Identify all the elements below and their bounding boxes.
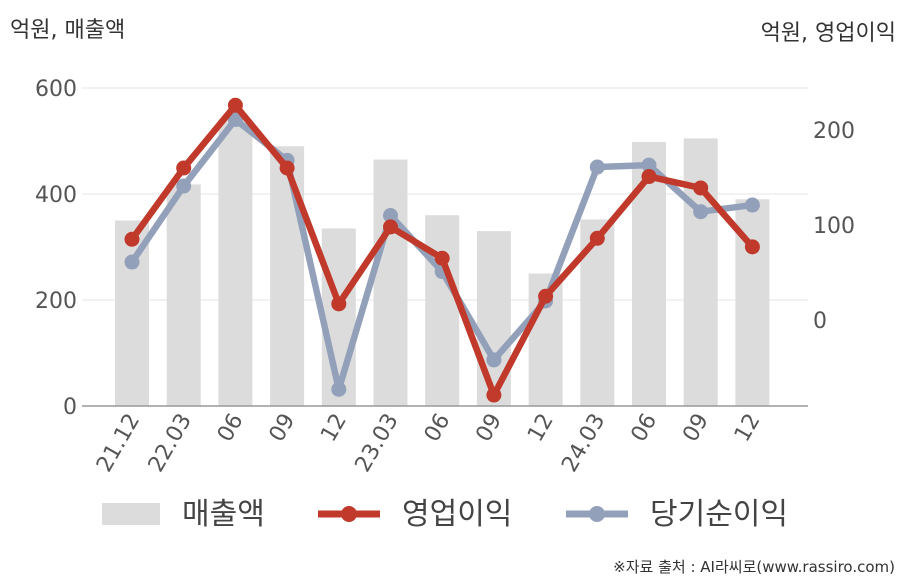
legend-swatch-revenue: [102, 503, 160, 525]
net-income-point: [227, 112, 243, 128]
right-axis-ticks: 0 100 200: [813, 119, 855, 334]
operating-profit-point: [279, 160, 295, 176]
right-tick-label: 100: [813, 214, 855, 239]
bar: [373, 159, 408, 406]
operating-profit-point: [176, 160, 192, 176]
x-tick-label: 09: [265, 410, 301, 447]
x-tick-label: 21.12: [92, 410, 145, 477]
operating-profit-point: [693, 180, 709, 196]
left-tick-label: 0: [63, 395, 77, 420]
legend-label-operating-profit: 영업이익: [402, 497, 512, 532]
operating-profit-point: [124, 231, 140, 247]
legend-swatch-net-income-marker: [589, 506, 605, 522]
operating-profit-point: [383, 219, 398, 235]
x-tick-label: 06: [420, 410, 456, 447]
net-income-point: [641, 157, 657, 173]
net-income-point: [744, 197, 760, 213]
legend-label-revenue: 매출액: [182, 497, 265, 532]
legend: 매출액 영업이익 당기순이익: [102, 497, 788, 532]
x-tick-label: 12: [523, 410, 559, 447]
x-tick-label: 23.03: [351, 410, 404, 477]
net-income-point: [124, 254, 140, 270]
net-income-point: [176, 178, 192, 194]
right-axis-unit: 억원, 영업이익: [761, 21, 896, 46]
operating-profit-point: [744, 239, 760, 255]
net-income-point: [331, 381, 347, 397]
net-income-point: [693, 204, 709, 220]
operating-profit-point: [227, 97, 243, 113]
net-income-point: [589, 159, 605, 175]
bar: [425, 215, 460, 406]
bar: [683, 138, 718, 406]
x-tick-label: 06: [627, 410, 663, 447]
left-tick-label: 400: [35, 183, 77, 208]
bar: [476, 231, 511, 406]
left-axis-unit: 억원, 매출액: [10, 18, 125, 43]
bar: [270, 146, 305, 407]
x-tick-label: 09: [471, 410, 507, 447]
net-income-point: [383, 208, 398, 223]
x-tick-label: 24.03: [557, 410, 610, 477]
x-tick-label: 06: [213, 410, 249, 447]
legend-label-net-income: 당기순이익: [650, 497, 788, 532]
left-tick-label: 200: [35, 289, 77, 314]
operating-profit-point: [538, 288, 554, 304]
bar: [115, 220, 149, 406]
operating-profit-point: [331, 296, 347, 312]
x-tick-label: 12: [730, 410, 766, 447]
net-income-point: [486, 352, 502, 368]
x-tick-label: 12: [316, 410, 352, 447]
revenue-bars: [115, 119, 770, 407]
bar: [166, 184, 201, 406]
right-tick-label: 0: [813, 309, 827, 334]
x-tick-label: 22.03: [144, 410, 197, 477]
line-series: [124, 97, 760, 403]
bar: [218, 119, 253, 407]
operating-profit-point: [641, 169, 657, 185]
legend-swatch-operating-profit-marker: [341, 506, 357, 522]
operating-profit-point: [486, 387, 502, 403]
left-tick-label: 600: [35, 77, 77, 102]
right-tick-label: 200: [813, 119, 855, 144]
operating-profit-point: [434, 250, 450, 266]
source-credit: ※자료 출처 : AI라씨로(www.rassiro.com): [613, 558, 895, 576]
left-axis-ticks: 0 200 400 600: [35, 77, 77, 420]
operating-profit-point: [589, 230, 605, 246]
x-tick-label: 09: [678, 410, 714, 447]
